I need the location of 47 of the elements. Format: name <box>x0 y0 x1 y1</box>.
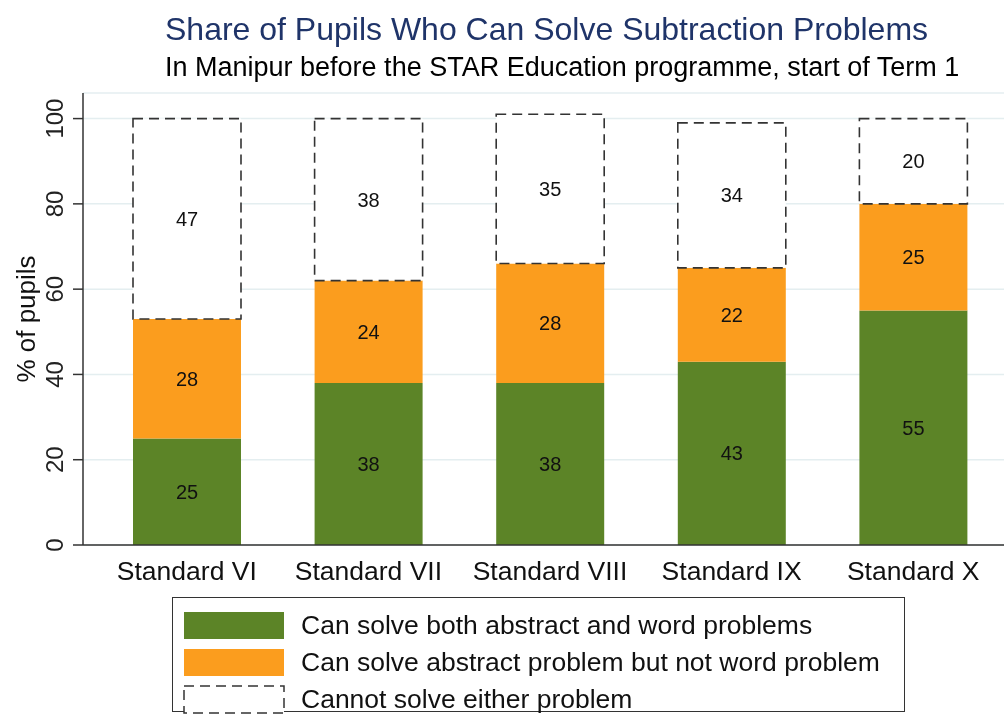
data-label: 28 <box>539 312 562 335</box>
data-label: 38 <box>357 453 380 476</box>
legend-label: Can solve both abstract and word problems <box>301 610 813 641</box>
bar <box>677 122 787 269</box>
data-label: 55 <box>902 416 925 439</box>
bar <box>133 319 241 439</box>
chart-title: Share of Pupils Who Can Solve Subtraction Problems <box>165 11 929 47</box>
bar <box>859 310 968 545</box>
bar <box>496 263 605 383</box>
data-label: 38 <box>357 188 380 211</box>
bar <box>132 117 242 320</box>
data-label: 35 <box>539 178 562 201</box>
data-label: 47 <box>175 207 199 230</box>
bar <box>677 361 786 545</box>
data-label: 24 <box>357 320 380 343</box>
y-tick-label: 60 <box>41 275 68 303</box>
x-tick-label: Standard X <box>846 555 980 586</box>
bar <box>313 117 424 282</box>
y-tick-label: 20 <box>41 446 68 474</box>
bar <box>314 382 423 545</box>
y-tick-label: 40 <box>41 361 68 388</box>
bar <box>495 113 605 265</box>
x-tick-label: Standard VII <box>294 555 443 586</box>
y-tick-label: 100 <box>41 98 68 139</box>
data-label: 22 <box>720 303 743 326</box>
data-label: 20 <box>902 150 925 173</box>
x-tick-label: Standard VIII <box>472 555 628 586</box>
y-tick-label: 80 <box>41 190 68 218</box>
x-tick-label: Standard IX <box>661 555 802 586</box>
x-tick-label: Standard VI <box>116 555 257 586</box>
legend-label: Cannot solve either problem <box>301 684 633 715</box>
bar <box>677 267 786 362</box>
data-label: 28 <box>175 367 199 390</box>
y-tick-label: 0 <box>41 538 68 552</box>
data-label: 38 <box>539 453 562 476</box>
data-label: 43 <box>720 442 743 465</box>
bar <box>133 438 241 545</box>
bar <box>859 203 968 311</box>
legend-label: Can solve abstract problem but not word problem <box>301 647 880 678</box>
data-label: 25 <box>175 480 199 503</box>
chart-subtitle: In Manipur before the STAR Education programme, start of Term 1 <box>165 51 960 83</box>
bar <box>314 280 423 383</box>
data-label: 25 <box>902 246 925 269</box>
bar <box>496 382 605 545</box>
y-axis-title: % of pupils <box>11 255 42 383</box>
bar <box>858 117 969 205</box>
data-label: 34 <box>720 184 743 207</box>
